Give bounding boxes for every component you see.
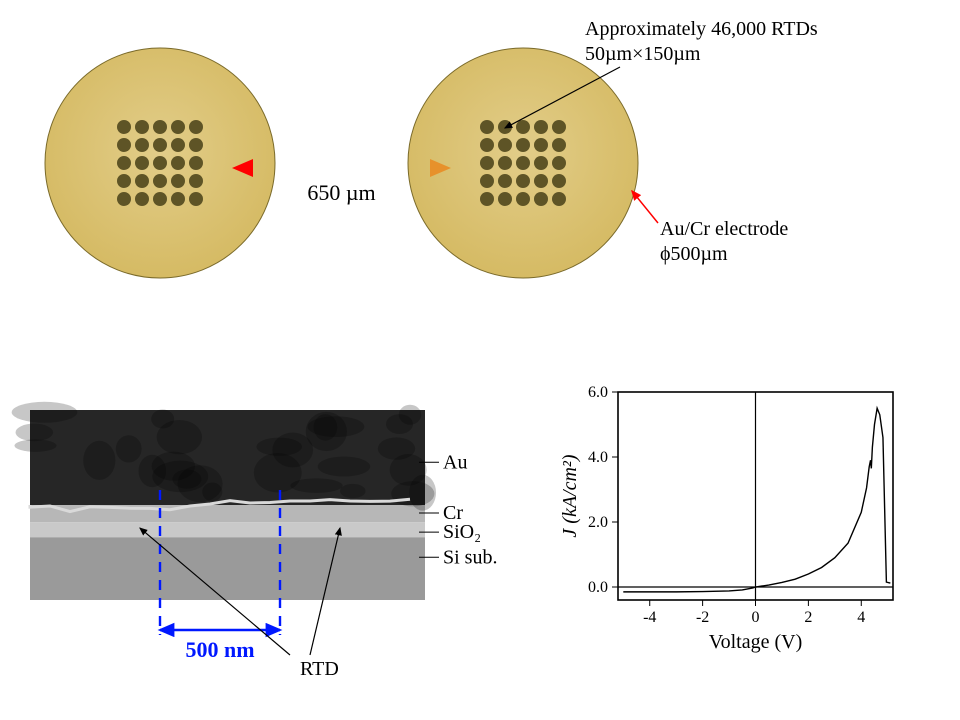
rtd-dot <box>498 138 512 152</box>
xtick-label: 4 <box>857 609 865 626</box>
xtick-label: -2 <box>696 609 709 626</box>
xtick-label: -4 <box>643 609 656 626</box>
rtd-dot <box>189 192 203 206</box>
layer-label-au: Au <box>443 451 467 473</box>
rtd-dot <box>516 138 530 152</box>
electrode-annotation-line2: ϕ500µm <box>660 243 728 265</box>
rtd-dot <box>117 156 131 170</box>
rtd-dot <box>135 156 149 170</box>
rtd-dot <box>117 138 131 152</box>
rtd-dot <box>534 120 548 134</box>
rtd-dot <box>153 120 167 134</box>
layer-label-sio2: SiO₂ <box>443 521 481 543</box>
rtd-dot <box>189 174 203 188</box>
rtd-dot <box>498 192 512 206</box>
rtd-dot <box>153 156 167 170</box>
rtd-dot <box>534 138 548 152</box>
rtd-dot <box>480 156 494 170</box>
rtd-annotation-line2: 50µm×150µm <box>585 43 701 65</box>
rtd-dot <box>135 138 149 152</box>
xtick-label: 2 <box>804 609 812 626</box>
rtd-dot <box>552 138 566 152</box>
rtd-dot <box>171 138 185 152</box>
ytick-label: 0.0 <box>588 579 608 596</box>
rtd-dot <box>135 120 149 134</box>
rtd-dot <box>552 174 566 188</box>
rtd-dot <box>153 174 167 188</box>
xlabel: Voltage (V) <box>709 631 803 653</box>
ytick-label: 4.0 <box>588 449 608 466</box>
rtd-dot <box>189 156 203 170</box>
ytick-label: 2.0 <box>588 514 608 531</box>
figure-canvas: 650 µm Approximately 46,000 RTDs 50µm×150µ… <box>0 0 960 720</box>
rtd-dot <box>135 174 149 188</box>
electrode-pointer <box>632 191 658 223</box>
rtd-dot <box>189 138 203 152</box>
rtd-dot <box>498 120 512 134</box>
rtd-dot <box>480 174 494 188</box>
rtd-annotation-line1: Approximately 46,000 RTDs <box>585 18 818 40</box>
rtd-label: RTD <box>300 658 339 680</box>
xtick-label: 0 <box>752 609 760 626</box>
rtd-dot <box>480 138 494 152</box>
rtd-dot <box>516 192 530 206</box>
rtd-dot <box>171 156 185 170</box>
rtd-dot <box>117 120 131 134</box>
layer-label-si: Si sub. <box>443 546 497 568</box>
rtd-dot <box>516 156 530 170</box>
rtd-dot <box>552 192 566 206</box>
rtd-dot <box>189 120 203 134</box>
electrode-annotation-line1: Au/Cr electrode <box>660 218 788 240</box>
rtd-dot <box>498 174 512 188</box>
rtd-dot <box>117 174 131 188</box>
layer-si <box>30 537 425 600</box>
rtd-dot <box>153 138 167 152</box>
rtd-dot <box>153 192 167 206</box>
rtd-dot <box>171 120 185 134</box>
rtd-dot <box>534 174 548 188</box>
gap-label: 650 µm <box>307 180 375 205</box>
rtd-dot <box>135 192 149 206</box>
rtd-dot <box>480 192 494 206</box>
rtd-dot <box>552 120 566 134</box>
rtd-dot <box>480 120 494 134</box>
rtd-dot <box>498 156 512 170</box>
ylabel: J (kA/cm²) <box>559 454 581 538</box>
rtd-dot <box>534 156 548 170</box>
rtd-dot <box>171 174 185 188</box>
iv-curve <box>623 408 890 592</box>
rtd-dot <box>516 120 530 134</box>
rtd-dot <box>516 174 530 188</box>
layer-sio2 <box>30 522 425 537</box>
rtd-dot <box>552 156 566 170</box>
rtd-dot <box>534 192 548 206</box>
ytick-label: 6.0 <box>588 384 608 401</box>
rtd-dot <box>171 192 185 206</box>
scale-label: 500 nm <box>185 637 254 662</box>
rtd-dot <box>117 192 131 206</box>
